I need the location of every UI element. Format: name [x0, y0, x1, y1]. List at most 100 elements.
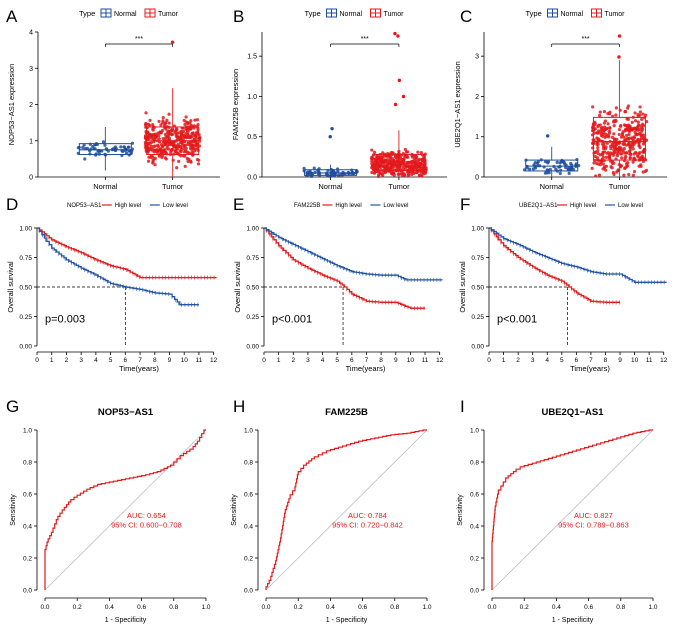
data-point	[406, 170, 410, 174]
data-point	[612, 132, 616, 136]
data-point	[170, 128, 175, 132]
data-point	[157, 134, 161, 138]
y-tick-label: 1.0	[244, 427, 253, 434]
y-tick-label: 1	[475, 134, 479, 141]
data-point	[612, 148, 616, 153]
data-point	[641, 112, 645, 116]
data-point	[375, 155, 380, 159]
data-point	[590, 166, 594, 170]
data-point	[628, 155, 632, 160]
legend-normal-label: Normal	[561, 11, 584, 18]
data-point	[643, 137, 647, 141]
data-point	[622, 147, 626, 151]
x-tick-label: 11	[196, 357, 203, 364]
data-point	[395, 155, 399, 159]
data-point	[144, 111, 148, 115]
x-tick-label: 8	[379, 357, 383, 364]
x-tick-label: Normal	[540, 182, 565, 191]
data-point	[147, 123, 152, 127]
x-tick-label: 12	[660, 357, 668, 364]
data-point	[611, 144, 615, 148]
data-point	[191, 131, 195, 135]
y-tick-label: 1.0	[470, 427, 479, 434]
y-tick-label: 0.50	[19, 284, 32, 291]
panel-f: UBE2Q1−AS1 High level Low level 0.00 0.25 0.5…	[458, 203, 668, 373]
data-point	[641, 159, 645, 164]
x-tick-label: 0.8	[390, 604, 399, 611]
data-point	[638, 105, 642, 109]
box-tumor	[592, 116, 646, 161]
data-point	[632, 156, 636, 160]
panel-letter-g: G	[6, 397, 19, 416]
significance-label: ***	[135, 36, 143, 43]
y-axis-label: Overall survival	[233, 261, 242, 313]
data-point	[625, 133, 629, 138]
data-point	[159, 147, 163, 152]
data-point	[401, 158, 405, 162]
y-tick-label: 0.0	[244, 587, 253, 594]
x-tick-label: 0.2	[294, 604, 303, 611]
data-point	[602, 145, 606, 149]
data-point	[611, 153, 616, 157]
legend-low-label: Low level	[383, 203, 408, 209]
x-tick-label: 0.8	[169, 604, 178, 611]
jitter-points-normal	[522, 157, 581, 176]
data-point	[166, 134, 170, 138]
panel-c: Type Normal Tumor 0 1 2 3 UBE2Q1−AS1 expression…	[453, 8, 667, 191]
data-point	[574, 162, 578, 166]
data-point	[91, 145, 95, 149]
data-point	[159, 130, 163, 134]
data-point	[637, 144, 641, 148]
x-tick-label: 0.8	[616, 604, 625, 611]
data-point	[177, 137, 181, 141]
legend-title: UBE2Q1−AS1	[519, 203, 558, 209]
box-normal	[78, 143, 132, 156]
data-point	[624, 162, 629, 166]
x-tick-label: Tumor	[609, 182, 631, 191]
plot-title: NOP53−AS1	[98, 407, 154, 418]
censor-marks-low	[265, 227, 441, 282]
data-point	[620, 156, 624, 160]
data-point	[406, 150, 410, 154]
jitter-points-tumor	[590, 104, 649, 178]
data-point	[635, 133, 639, 137]
data-point	[417, 157, 422, 161]
data-point	[614, 113, 618, 117]
x-tick-label: 7	[365, 357, 369, 364]
outlier-point	[330, 126, 334, 131]
survival-curve-low	[489, 227, 667, 283]
data-point	[614, 106, 618, 110]
x-tick-label: 4	[545, 357, 549, 364]
data-point	[381, 173, 385, 177]
data-point	[183, 134, 187, 138]
data-point	[612, 120, 616, 124]
data-point	[167, 112, 171, 116]
data-point	[617, 132, 621, 137]
outlier-point	[401, 94, 406, 99]
data-point	[148, 118, 152, 122]
data-point	[625, 128, 629, 132]
data-point	[401, 174, 405, 178]
data-point	[127, 153, 131, 157]
data-point	[170, 148, 174, 152]
data-point	[122, 145, 126, 149]
data-point	[618, 146, 622, 150]
data-point	[603, 119, 607, 123]
roc-curve	[44, 429, 206, 590]
data-point	[631, 160, 635, 164]
data-point	[627, 172, 631, 177]
survival-curve-low	[37, 227, 199, 306]
panel-letter-a: A	[6, 7, 18, 26]
data-point	[336, 169, 340, 174]
data-point	[597, 123, 601, 127]
data-point	[409, 165, 413, 169]
data-point	[189, 160, 193, 164]
y-tick-label: 0.4	[23, 523, 32, 530]
data-point	[593, 154, 597, 159]
data-point	[638, 110, 642, 114]
data-point	[632, 136, 637, 140]
y-tick-label: 0.50	[246, 284, 259, 291]
data-point	[187, 127, 191, 131]
outlier-point	[397, 78, 402, 83]
censor-marks-high	[490, 228, 620, 305]
